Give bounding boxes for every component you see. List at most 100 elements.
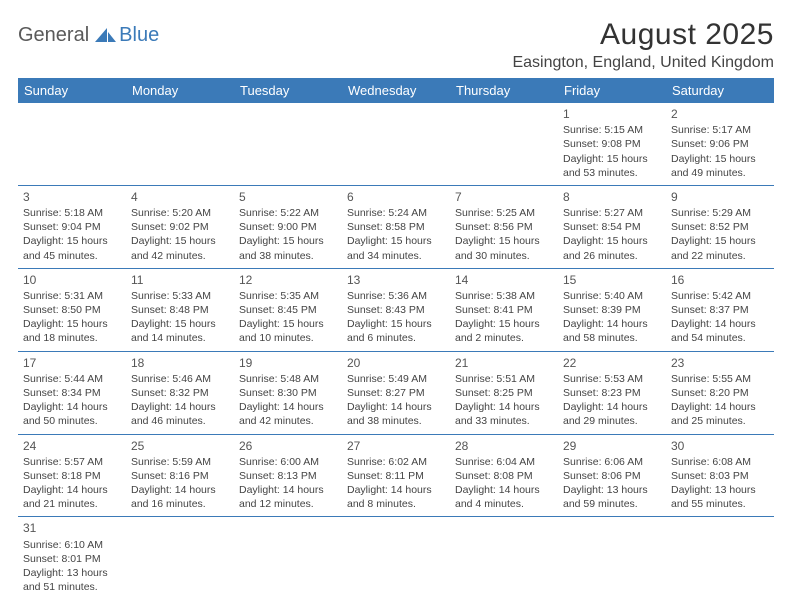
day-number: 22 (563, 355, 661, 371)
day-number: 23 (671, 355, 769, 371)
day-info-line: and 33 minutes. (455, 414, 553, 428)
day-number: 19 (239, 355, 337, 371)
day-info-line: Daylight: 15 hours (455, 317, 553, 331)
day-info-line: Sunset: 8:54 PM (563, 220, 661, 234)
day-number: 30 (671, 438, 769, 454)
day-info-line: and 22 minutes. (671, 249, 769, 263)
calendar-day-cell: 23Sunrise: 5:55 AMSunset: 8:20 PMDayligh… (666, 351, 774, 434)
day-info-line: Sunrise: 5:59 AM (131, 455, 229, 469)
day-info-line: Daylight: 14 hours (455, 483, 553, 497)
day-info-line: Daylight: 15 hours (239, 317, 337, 331)
day-info-line: Sunset: 8:13 PM (239, 469, 337, 483)
day-number: 29 (563, 438, 661, 454)
calendar-day-cell: 26Sunrise: 6:00 AMSunset: 8:13 PMDayligh… (234, 434, 342, 517)
calendar-week-row: 24Sunrise: 5:57 AMSunset: 8:18 PMDayligh… (18, 434, 774, 517)
day-info-line: Daylight: 15 hours (239, 234, 337, 248)
day-info-line: and 38 minutes. (347, 414, 445, 428)
day-info-line: Daylight: 15 hours (347, 317, 445, 331)
day-number: 26 (239, 438, 337, 454)
day-info-line: Sunset: 8:50 PM (23, 303, 121, 317)
day-info-line: Sunrise: 5:55 AM (671, 372, 769, 386)
day-info-line: Sunrise: 5:38 AM (455, 289, 553, 303)
calendar-day-cell: 9Sunrise: 5:29 AMSunset: 8:52 PMDaylight… (666, 185, 774, 268)
day-info-line: Daylight: 13 hours (671, 483, 769, 497)
day-info-line: Sunrise: 6:10 AM (23, 538, 121, 552)
day-info-line: and 53 minutes. (563, 166, 661, 180)
day-info-line: and 34 minutes. (347, 249, 445, 263)
day-number: 27 (347, 438, 445, 454)
day-info-line: Sunset: 8:41 PM (455, 303, 553, 317)
day-info-line: and 4 minutes. (455, 497, 553, 511)
calendar-day-cell: 11Sunrise: 5:33 AMSunset: 8:48 PMDayligh… (126, 268, 234, 351)
day-info-line: Daylight: 14 hours (23, 400, 121, 414)
day-info-line: and 46 minutes. (131, 414, 229, 428)
day-info-line: and 45 minutes. (23, 249, 121, 263)
day-info-line: Sunset: 8:37 PM (671, 303, 769, 317)
day-number: 28 (455, 438, 553, 454)
calendar-day-cell: 28Sunrise: 6:04 AMSunset: 8:08 PMDayligh… (450, 434, 558, 517)
day-info-line: and 58 minutes. (563, 331, 661, 345)
calendar-week-row: 3Sunrise: 5:18 AMSunset: 9:04 PMDaylight… (18, 185, 774, 268)
calendar-week-row: 10Sunrise: 5:31 AMSunset: 8:50 PMDayligh… (18, 268, 774, 351)
day-info-line: and 29 minutes. (563, 414, 661, 428)
calendar-day-cell: 17Sunrise: 5:44 AMSunset: 8:34 PMDayligh… (18, 351, 126, 434)
calendar-day-cell: 29Sunrise: 6:06 AMSunset: 8:06 PMDayligh… (558, 434, 666, 517)
day-info-line: and 10 minutes. (239, 331, 337, 345)
day-info-line: and 25 minutes. (671, 414, 769, 428)
day-info-line: and 26 minutes. (563, 249, 661, 263)
day-info-line: Sunset: 8:52 PM (671, 220, 769, 234)
calendar-week-row: 1Sunrise: 5:15 AMSunset: 9:08 PMDaylight… (18, 103, 774, 185)
calendar-empty-cell (666, 517, 774, 599)
calendar-day-cell: 16Sunrise: 5:42 AMSunset: 8:37 PMDayligh… (666, 268, 774, 351)
day-info-line: Sunset: 8:58 PM (347, 220, 445, 234)
day-info-line: Daylight: 14 hours (563, 400, 661, 414)
day-number: 12 (239, 272, 337, 288)
day-info-line: Sunrise: 5:51 AM (455, 372, 553, 386)
calendar-day-cell: 21Sunrise: 5:51 AMSunset: 8:25 PMDayligh… (450, 351, 558, 434)
day-info-line: Sunset: 8:23 PM (563, 386, 661, 400)
day-info-line: Sunset: 8:30 PM (239, 386, 337, 400)
day-info-line: Sunrise: 5:42 AM (671, 289, 769, 303)
day-info-line: Sunset: 8:45 PM (239, 303, 337, 317)
day-info-line: Sunset: 9:00 PM (239, 220, 337, 234)
calendar-day-cell: 10Sunrise: 5:31 AMSunset: 8:50 PMDayligh… (18, 268, 126, 351)
day-info-line: Daylight: 15 hours (131, 234, 229, 248)
day-info-line: Sunset: 8:39 PM (563, 303, 661, 317)
day-number: 13 (347, 272, 445, 288)
calendar-week-row: 17Sunrise: 5:44 AMSunset: 8:34 PMDayligh… (18, 351, 774, 434)
day-info-line: Sunrise: 6:06 AM (563, 455, 661, 469)
day-info-line: Daylight: 14 hours (131, 400, 229, 414)
calendar-day-cell: 12Sunrise: 5:35 AMSunset: 8:45 PMDayligh… (234, 268, 342, 351)
calendar-day-cell: 27Sunrise: 6:02 AMSunset: 8:11 PMDayligh… (342, 434, 450, 517)
day-info-line: Sunset: 9:02 PM (131, 220, 229, 234)
day-info-line: Sunrise: 5:27 AM (563, 206, 661, 220)
day-info-line: Sunrise: 5:46 AM (131, 372, 229, 386)
day-number: 6 (347, 189, 445, 205)
calendar-day-cell: 30Sunrise: 6:08 AMSunset: 8:03 PMDayligh… (666, 434, 774, 517)
day-info-line: Sunrise: 5:24 AM (347, 206, 445, 220)
day-number: 15 (563, 272, 661, 288)
calendar-day-cell: 3Sunrise: 5:18 AMSunset: 9:04 PMDaylight… (18, 185, 126, 268)
day-info-line: Daylight: 13 hours (23, 566, 121, 580)
day-info-line: Sunrise: 6:04 AM (455, 455, 553, 469)
logo-text-1: General (18, 24, 89, 47)
calendar-day-cell: 25Sunrise: 5:59 AMSunset: 8:16 PMDayligh… (126, 434, 234, 517)
day-info-line: Sunset: 8:16 PM (131, 469, 229, 483)
day-info-line: Daylight: 15 hours (347, 234, 445, 248)
calendar-day-cell: 1Sunrise: 5:15 AMSunset: 9:08 PMDaylight… (558, 103, 666, 185)
day-number: 9 (671, 189, 769, 205)
calendar-empty-cell (18, 103, 126, 185)
calendar-day-cell: 8Sunrise: 5:27 AMSunset: 8:54 PMDaylight… (558, 185, 666, 268)
day-info-line: Sunrise: 5:22 AM (239, 206, 337, 220)
day-info-line: and 30 minutes. (455, 249, 553, 263)
day-info-line: Sunset: 8:01 PM (23, 552, 121, 566)
day-number: 31 (23, 520, 121, 536)
day-info-line: Sunset: 9:04 PM (23, 220, 121, 234)
calendar-empty-cell (126, 103, 234, 185)
day-info-line: and 59 minutes. (563, 497, 661, 511)
day-info-line: Sunrise: 6:00 AM (239, 455, 337, 469)
day-number: 25 (131, 438, 229, 454)
calendar-day-cell: 22Sunrise: 5:53 AMSunset: 8:23 PMDayligh… (558, 351, 666, 434)
calendar-week-row: 31 Sunrise: 6:10 AMSunset: 8:01 PMDayligh… (18, 517, 774, 599)
day-info-line: Daylight: 15 hours (671, 152, 769, 166)
